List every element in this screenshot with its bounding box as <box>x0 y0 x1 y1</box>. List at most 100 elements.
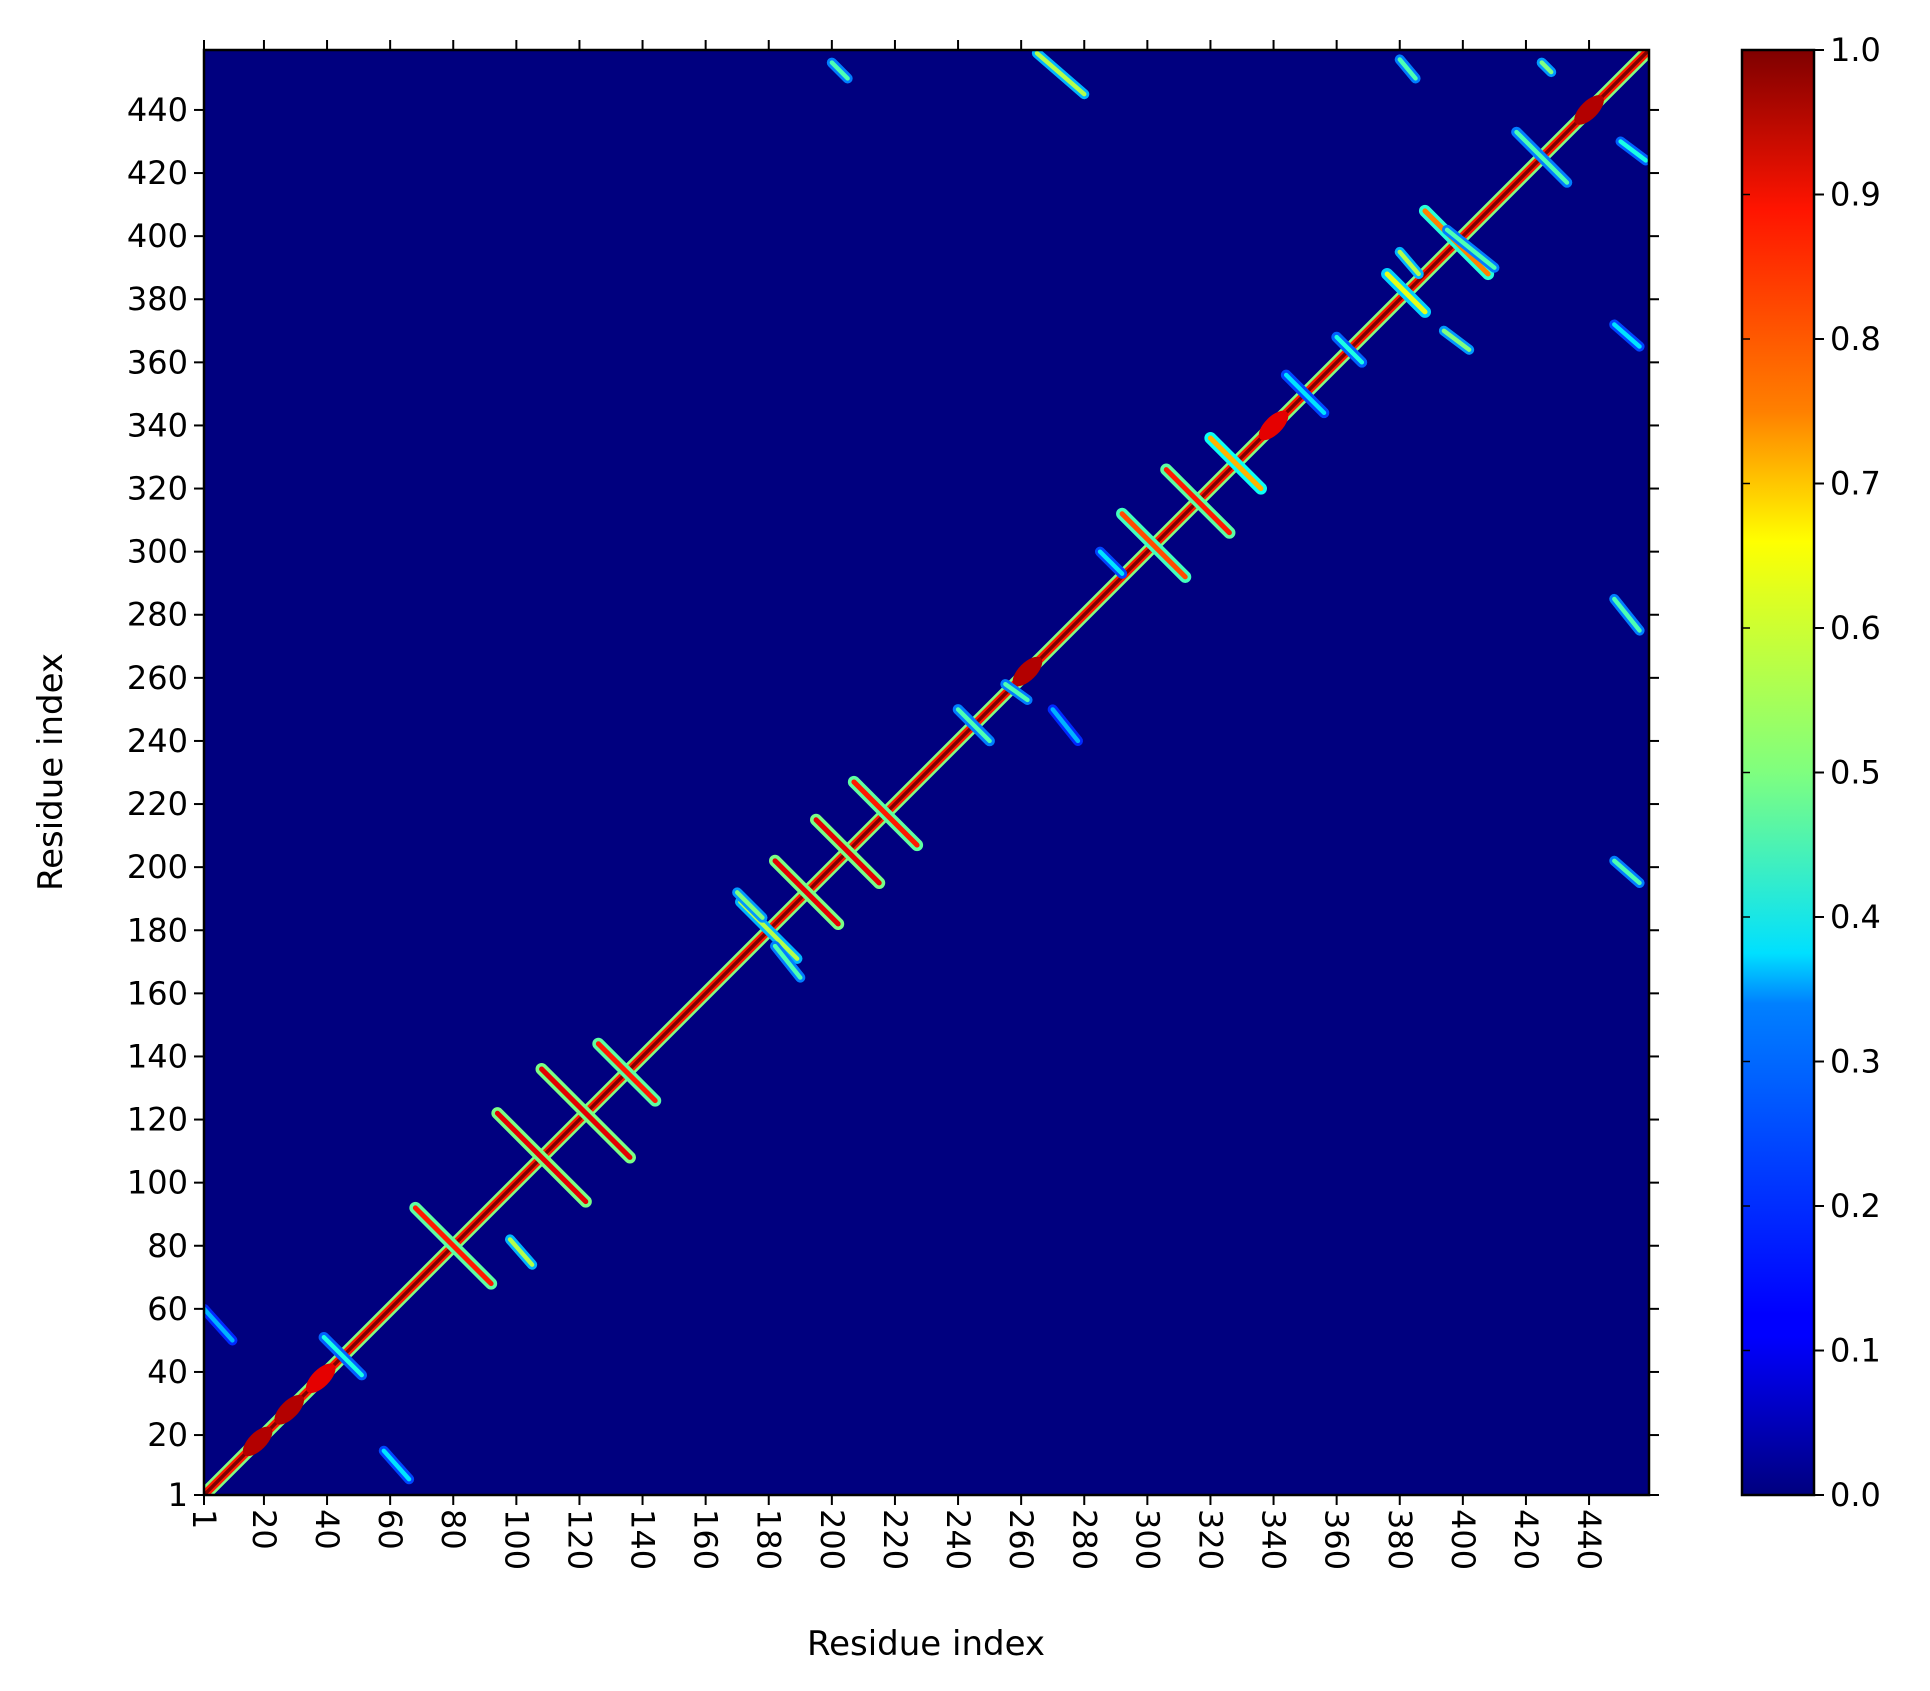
x-tick-label: 140 <box>624 1509 662 1570</box>
x-tick-label: 280 <box>1065 1509 1103 1570</box>
x-tick-label: 440 <box>1570 1509 1608 1570</box>
x-tick-label: 20 <box>245 1509 283 1550</box>
y-axis-ticks: 1204060801001201401601802002202402602803… <box>127 91 1659 1514</box>
strand-cross <box>539 1066 633 1160</box>
x-axis-label: Residue index <box>807 1624 1045 1664</box>
colorbar-tick-label: 0.0 <box>1830 1476 1881 1514</box>
x-tick-label: 400 <box>1444 1509 1482 1570</box>
y-tick-label: 40 <box>147 1353 188 1391</box>
y-tick-label: 220 <box>127 785 188 823</box>
y-axis-label: Residue index <box>31 653 71 891</box>
y-tick-label: 280 <box>127 596 188 634</box>
contact-streak <box>772 943 803 980</box>
strand-cross <box>1384 271 1428 315</box>
x-tick-label: 220 <box>876 1509 914 1570</box>
strand-cross <box>1207 435 1264 492</box>
strand-cross <box>1163 467 1232 536</box>
helix-blob <box>1012 656 1043 687</box>
y-tick-label: 400 <box>127 217 188 255</box>
colorbar-ticks: 0.0 0.1 0.2 0.3 0.4 0.5 0.6 0.7 0.8 0.9 1.0 <box>1742 31 1881 1514</box>
x-tick-label: 160 <box>687 1509 725 1570</box>
strand-cross <box>813 817 882 886</box>
y-tick-label: 300 <box>127 533 188 571</box>
contact-streak <box>204 1306 235 1343</box>
colorbar-tick-label: 0.8 <box>1830 320 1881 358</box>
x-tick-label: 200 <box>813 1509 851 1570</box>
colorbar-tick-label: 0.1 <box>1830 1332 1881 1370</box>
y-tick-label: 100 <box>127 1164 188 1202</box>
contact-streak <box>1612 596 1642 633</box>
x-tick-label: 180 <box>750 1509 788 1570</box>
x-tick-label: 100 <box>497 1509 535 1570</box>
y-tick-label: 180 <box>127 911 188 949</box>
helix-blob <box>1258 410 1289 441</box>
weak-cross <box>1514 129 1570 185</box>
contact-streak <box>507 1237 535 1267</box>
y-tick-label: 360 <box>127 343 188 381</box>
weak-cross <box>321 1335 364 1378</box>
y-tick-label: 20 <box>147 1416 188 1454</box>
contact-streak <box>1050 707 1081 744</box>
contact-streak <box>829 60 850 81</box>
contact-streak <box>1397 57 1418 81</box>
x-tick-label: 1 <box>185 1509 223 1529</box>
heatmap-marks <box>204 50 1649 1495</box>
x-tick-label: 300 <box>1128 1509 1166 1570</box>
colorbar-tick-label: 0.5 <box>1830 754 1881 792</box>
colorbar <box>1740 48 1816 1497</box>
y-tick-label: 120 <box>127 1101 188 1139</box>
colorbar-tick-label: 1.0 <box>1830 31 1881 69</box>
colorbar-tick-label: 0.3 <box>1830 1043 1881 1081</box>
helix-blob <box>274 1395 304 1425</box>
contact-streak <box>381 1448 412 1482</box>
contact-streak <box>1618 139 1649 163</box>
x-tick-label: 260 <box>1002 1509 1040 1570</box>
x-tick-label: 240 <box>939 1509 977 1570</box>
y-tick-label: 260 <box>127 659 188 697</box>
plot-frame <box>202 48 1651 1497</box>
x-tick-label: 340 <box>1255 1509 1293 1570</box>
strand-cross <box>1119 511 1188 580</box>
y-tick-label: 80 <box>147 1227 188 1265</box>
contact-streak <box>1444 227 1497 270</box>
contact-streak <box>1397 249 1421 277</box>
x-tick-label: 120 <box>560 1509 598 1570</box>
contact-streak <box>1539 60 1554 75</box>
y-tick-label: 160 <box>127 974 188 1012</box>
x-axis-ticks: 1 20 40 60 80 100 120 140 160 180 200 220 240 260 280 3… <box>185 40 1608 1570</box>
strand-cross <box>412 1205 494 1287</box>
y-tick-label: 60 <box>147 1290 188 1328</box>
colorbar-tick-label: 0.4 <box>1830 898 1881 936</box>
strand-cross <box>851 779 920 848</box>
x-tick-label: 60 <box>371 1509 409 1550</box>
y-tick-label: 140 <box>127 1037 188 1075</box>
weak-cross <box>955 707 992 744</box>
x-tick-label: 420 <box>1507 1509 1545 1570</box>
strand-cross <box>772 858 841 927</box>
y-tick-label: 440 <box>127 91 188 129</box>
weak-cross <box>1283 372 1327 416</box>
x-tick-label: 80 <box>434 1509 472 1550</box>
weak-cross <box>1334 334 1365 365</box>
helix-blob <box>1574 95 1604 125</box>
helix-blob <box>305 1363 336 1394</box>
y-tick-label: 380 <box>127 280 188 318</box>
x-tick-label: 40 <box>308 1509 346 1550</box>
colorbar-tick-label: 0.6 <box>1830 609 1881 647</box>
contact-streak <box>1034 50 1087 97</box>
colorbar-tick-label: 0.2 <box>1830 1187 1881 1225</box>
y-tick-label: 320 <box>127 470 188 508</box>
y-tick-label: 340 <box>127 406 188 444</box>
y-tick-label: 420 <box>127 154 188 192</box>
y-tick-label: 240 <box>127 722 188 760</box>
strand-cross <box>595 1041 658 1104</box>
contact-streak <box>1097 549 1125 576</box>
x-tick-label: 320 <box>1191 1509 1229 1570</box>
contact-streak <box>1003 681 1030 703</box>
contact-streak <box>1612 858 1642 886</box>
colorbar-tick-label: 0.7 <box>1830 465 1881 503</box>
helix-blob <box>242 1426 273 1457</box>
contact-streak <box>1612 322 1642 349</box>
y-tick-label: 1 <box>168 1476 188 1514</box>
